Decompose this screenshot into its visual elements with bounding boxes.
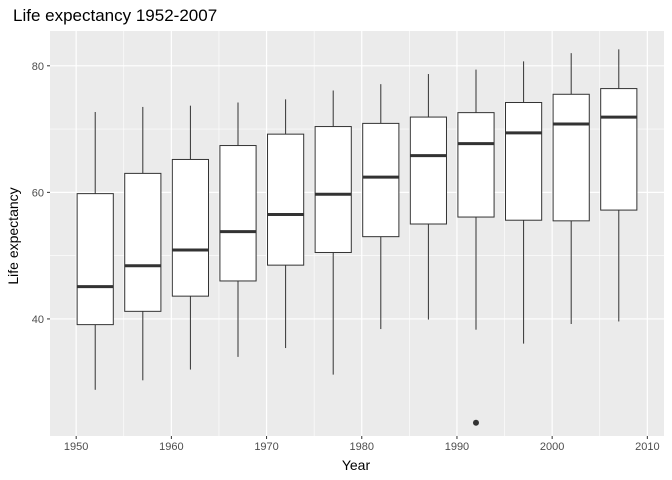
x-tick-label: 1980 <box>350 441 374 453</box>
iqr-box <box>457 112 495 218</box>
boxes <box>76 49 638 426</box>
y-tick-label: 40 <box>32 314 44 326</box>
iqr-box <box>362 122 400 238</box>
box-1992 <box>457 69 495 426</box>
iqr-box <box>409 116 447 225</box>
box-1962 <box>171 105 209 370</box>
outlier-point <box>472 419 479 426</box>
iqr-box <box>219 145 257 282</box>
box-1987 <box>409 74 447 320</box>
box-1982 <box>362 84 400 330</box>
iqr-box <box>124 172 162 312</box>
x-tick-label: 2010 <box>635 441 659 453</box>
iqr-box <box>267 133 305 266</box>
major-grid <box>50 31 664 436</box>
iqr-box <box>314 126 352 253</box>
x-tick-label: 1970 <box>254 441 278 453</box>
x-tick-label: 1990 <box>445 441 469 453</box>
y-tick-label: 80 <box>32 61 44 73</box>
iqr-box <box>600 88 638 211</box>
minor-grid <box>50 31 664 436</box>
x-tick-label: 2000 <box>540 441 564 453</box>
y-tick-label: 60 <box>32 187 44 199</box>
x-tick-label: 1950 <box>64 441 88 453</box>
box-1977 <box>314 90 352 375</box>
x-tick-label: 1960 <box>159 441 183 453</box>
box-1972 <box>267 99 305 349</box>
iqr-box <box>505 102 543 221</box>
chart-title: Life expectancy 1952-2007 <box>13 6 217 25</box>
box-1997 <box>505 61 543 344</box>
box-1952 <box>76 112 114 390</box>
y-axis-title: Life expectancy <box>5 187 21 284</box>
x-axis-title: Year <box>342 457 371 473</box>
iqr-box <box>171 158 209 297</box>
iqr-box <box>76 193 114 326</box>
axis-ticks <box>47 65 648 439</box>
box-1967 <box>219 102 257 357</box>
box-2007 <box>600 49 638 322</box>
box-1957 <box>124 106 162 381</box>
iqr-box <box>552 93 590 222</box>
tick-labels: 1950 1960 1970 1980 1990 2000 2010 40 60 80 <box>32 61 660 453</box>
box-2002 <box>552 53 590 324</box>
